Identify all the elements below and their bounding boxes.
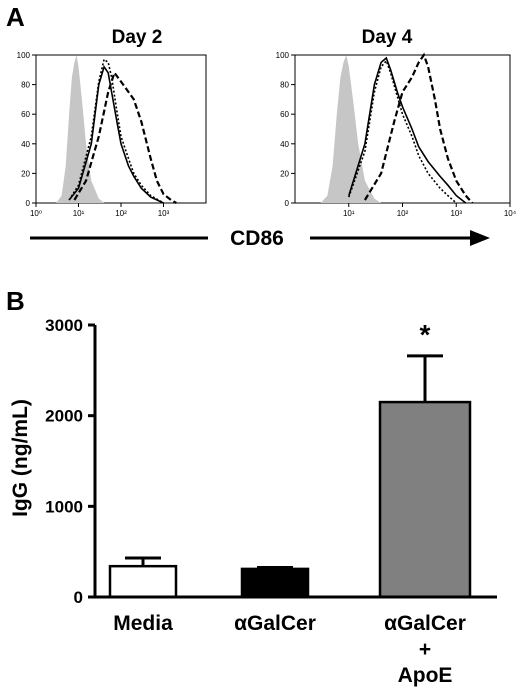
x-tick-label-day2-0: 10⁰ xyxy=(30,209,42,218)
cd86-axis-label: CD86 xyxy=(230,227,284,250)
category-label-1-0: αGalCer xyxy=(234,612,316,635)
series-line-day2-3 xyxy=(73,70,177,204)
plot-title-day2: Day 2 xyxy=(112,27,163,48)
x-tick-label-day4-0: 10¹ xyxy=(343,209,355,218)
series-layer-day4 xyxy=(320,52,474,204)
y-tick-label-day4-1: 20 xyxy=(280,169,289,178)
y-tick-label-day2-2: 40 xyxy=(21,140,30,149)
y-tick-label-day4-4: 80 xyxy=(280,81,289,90)
bar-chart-igg: IgG (ng/mL) 0 1000 2000 3000 * Media αGalCer… xyxy=(9,316,497,687)
series-line-day4-0 xyxy=(320,55,382,203)
category-label-2-0: αGalCer xyxy=(384,612,466,635)
series-line-day4-3 xyxy=(363,52,474,204)
y-axis-label-igg: IgG (ng/mL) xyxy=(9,399,32,517)
bar-1 xyxy=(240,567,310,599)
ticks-layer-day2: 10⁰ 10¹ 10² 10³ 0 20 40 60 80 100 xyxy=(17,51,170,218)
plot-frame-day2 xyxy=(35,54,207,204)
y-tick-label-day2-0: 0 xyxy=(26,199,31,208)
bar-0 xyxy=(108,564,178,599)
cd86-axis-arrow: CD86 xyxy=(30,227,490,250)
panel-a-label: A xyxy=(6,2,25,32)
category-label-2-1: + xyxy=(419,638,431,661)
category-label-2-2: ApoE xyxy=(398,664,453,687)
x-tick-label-day2-3: 10³ xyxy=(158,209,170,218)
series-line-day4-1 xyxy=(348,56,467,204)
y-tick-label-day2-4: 80 xyxy=(21,81,30,90)
x-tick-label-day2-1: 10¹ xyxy=(73,209,85,218)
y-tick-label-day4-3: 60 xyxy=(280,110,289,119)
x-tick-label-day4-3: 10⁴ xyxy=(504,209,517,218)
y-tick-label-day2-3: 60 xyxy=(21,110,30,119)
y-ticks-igg: 0 1000 2000 3000 xyxy=(45,316,95,607)
y-tick-label-day2-1: 20 xyxy=(21,169,30,178)
y-tick-label-day4-0: 0 xyxy=(285,199,290,208)
series-line-day2-1 xyxy=(68,64,164,204)
histogram-day4: Day 4 10¹ 10² 10³ 10⁴ 0 20 40 60 80 100 xyxy=(276,27,517,218)
series-line-day2-2 xyxy=(68,58,164,204)
histogram-day2: Day 2 10⁰ 10¹ 10² 10³ 0 20 40 60 80 100 xyxy=(17,27,207,218)
y-tick-label-day4-5: 100 xyxy=(276,51,290,60)
bar-2 xyxy=(378,400,472,599)
significance-star-0: * xyxy=(420,319,431,350)
y-tick-label-day2-5: 100 xyxy=(17,51,31,60)
b-y-tick-label-2: 2000 xyxy=(45,407,83,426)
series-line-day2-0 xyxy=(56,55,105,203)
series-layer-day2 xyxy=(56,55,177,204)
b-y-tick-label-0: 0 xyxy=(74,588,83,607)
y-tick-label-day4-2: 40 xyxy=(280,140,289,149)
x-tick-label-day4-1: 10² xyxy=(397,209,409,218)
bars-igg: * xyxy=(108,319,472,599)
category-labels-igg: Media αGalCer αGalCer + ApoE xyxy=(113,612,466,687)
plot-frame-day4 xyxy=(294,54,511,204)
plot-title-day4: Day 4 xyxy=(362,27,413,48)
ticks-layer-day4: 10¹ 10² 10³ 10⁴ 0 20 40 60 80 100 xyxy=(276,51,517,218)
b-y-tick-label-3: 3000 xyxy=(45,316,83,335)
b-y-tick-label-1: 1000 xyxy=(45,497,83,516)
panel-b-label: B xyxy=(6,286,25,316)
x-tick-label-day2-2: 10² xyxy=(115,209,127,218)
category-label-0-0: Media xyxy=(113,612,173,635)
x-tick-label-day4-2: 10³ xyxy=(450,209,462,218)
arrow-head-icon xyxy=(470,230,490,246)
